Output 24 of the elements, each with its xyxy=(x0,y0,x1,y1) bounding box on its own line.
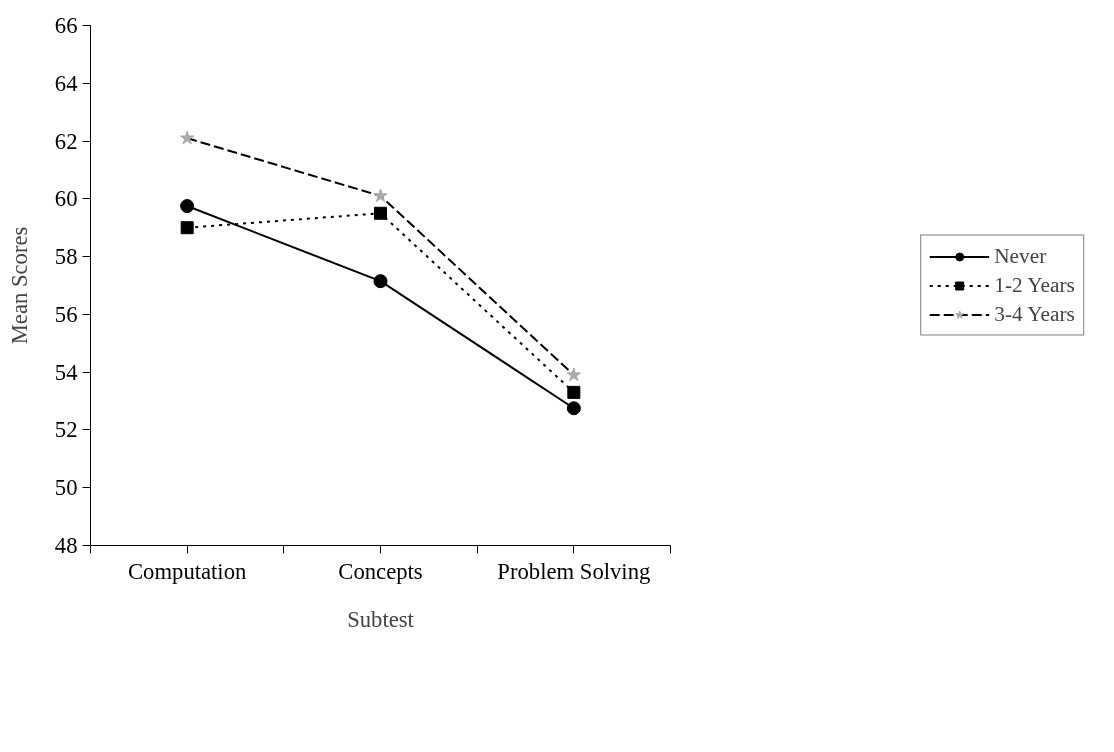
point xyxy=(180,221,194,235)
point xyxy=(374,206,387,220)
legend-label: 3-4 Years xyxy=(994,301,1075,327)
y-tick-label: 60 xyxy=(54,186,78,212)
point xyxy=(373,274,388,289)
y-tick-label: 64 xyxy=(54,70,78,96)
y-tick-label: 54 xyxy=(54,359,78,385)
point xyxy=(180,199,195,214)
x-axis-title: Subtest xyxy=(347,606,415,632)
y-tick-label: 52 xyxy=(54,417,78,443)
x-tick-label: Computation xyxy=(128,558,247,584)
legend-label: 1-2 Years xyxy=(994,272,1075,298)
y-tick-label: 66 xyxy=(54,13,78,38)
point xyxy=(567,385,581,399)
y-tick-label: 48 xyxy=(54,533,78,558)
y-tick-label: 58 xyxy=(54,244,78,270)
y-tick-label: 50 xyxy=(54,475,78,501)
y-tick-label: 56 xyxy=(54,301,78,327)
y-tick-label: 62 xyxy=(54,128,78,154)
x-tick-label: Problem Solving xyxy=(497,558,651,584)
x-tick-label: Concepts xyxy=(338,558,423,584)
y-axis-title: Mean Scores xyxy=(6,226,32,345)
point xyxy=(566,401,581,416)
legend-label: Never xyxy=(994,243,1047,269)
